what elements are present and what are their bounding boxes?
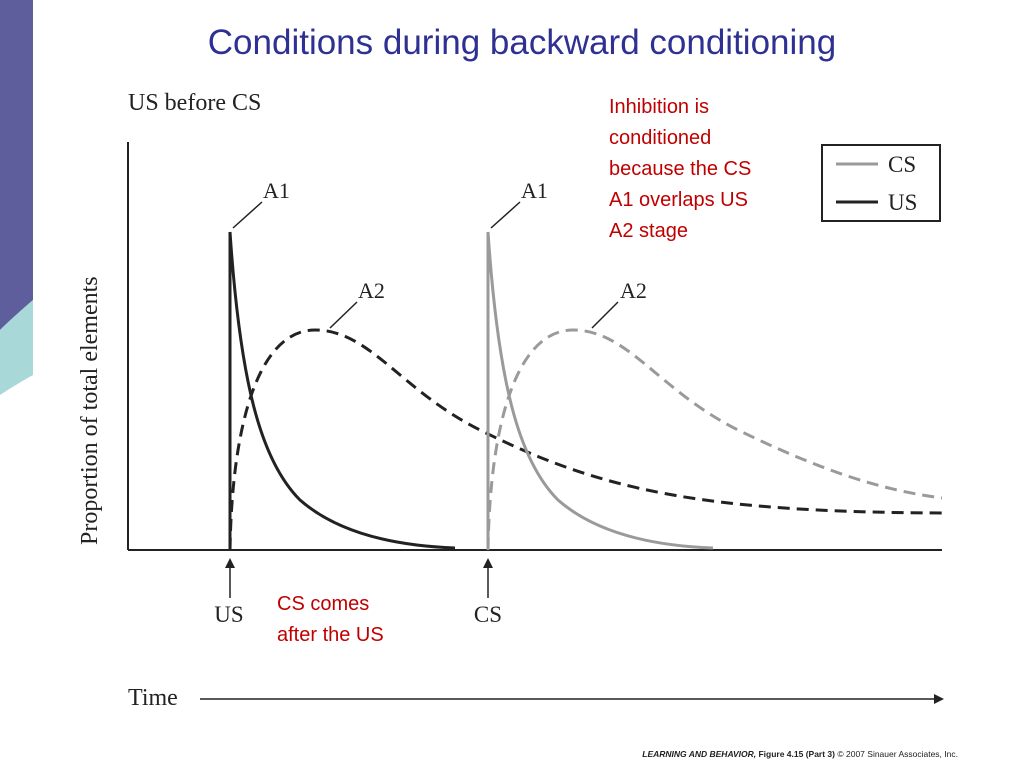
- credit: LEARNING AND BEHAVIOR, Figure 4.15 (Part…: [642, 749, 958, 759]
- annotation-line: CS comes: [277, 593, 369, 615]
- us-a2-curve: [228, 328, 943, 551]
- marker-label: US: [214, 602, 243, 627]
- credit-figure: Figure 4.15 (Part 3): [758, 749, 835, 759]
- side-band-accent: [0, 300, 33, 395]
- curve-label: A1: [263, 178, 290, 203]
- annotation-line: because the CS: [609, 158, 751, 180]
- annotation-line: after the US: [277, 624, 384, 646]
- figure-heading: US before CS: [128, 90, 261, 116]
- leader-line: [490, 201, 521, 229]
- annotation-line: conditioned: [609, 127, 711, 149]
- annotation-line: A2 stage: [609, 220, 688, 242]
- leader-line: [232, 201, 263, 229]
- curve-label: A1: [521, 178, 548, 203]
- annotation-line: A1 overlaps US: [609, 189, 748, 211]
- x-axis-label: Time: [128, 685, 178, 711]
- legend-label: CS: [888, 152, 916, 177]
- credit-book: LEARNING AND BEHAVIOR,: [642, 749, 756, 759]
- side-band: [0, 0, 33, 330]
- curve-label: A2: [620, 278, 647, 303]
- cs-a1-curve: [486, 231, 714, 550]
- cs-a2-curve: [486, 328, 943, 551]
- curve-label: A2: [358, 278, 385, 303]
- annotation-line: Inhibition is: [609, 96, 709, 118]
- legend-label: US: [888, 190, 917, 215]
- slide-title: Conditions during backward conditioning: [208, 23, 836, 62]
- y-axis-label: Proportion of total elements: [77, 276, 103, 545]
- us-a1-curve: [228, 231, 456, 550]
- credit-copyright: © 2007 Sinauer Associates, Inc.: [837, 749, 958, 759]
- leader-line: [591, 301, 619, 329]
- leader-line: [329, 301, 358, 329]
- marker-label: CS: [474, 602, 502, 627]
- legend-box: [821, 144, 941, 222]
